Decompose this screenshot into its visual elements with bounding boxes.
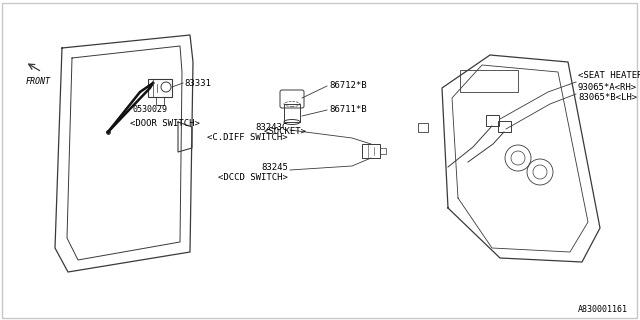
Text: 86711*B: 86711*B	[329, 106, 367, 115]
Bar	[498, 121, 511, 132]
Text: 86712*B: 86712*B	[329, 82, 367, 91]
Text: FRONT: FRONT	[26, 77, 51, 86]
Bar	[418, 123, 428, 132]
Text: <DCCD SWITCH>: <DCCD SWITCH>	[218, 173, 288, 182]
Text: <DOOR SWITCH>: <DOOR SWITCH>	[130, 118, 200, 127]
Text: 0530029: 0530029	[132, 106, 168, 115]
Bar	[486, 115, 499, 126]
Text: 83245: 83245	[261, 164, 288, 172]
Bar	[284, 104, 300, 122]
Text: A830001161: A830001161	[578, 305, 628, 314]
Text: 83065*B<LH>: 83065*B<LH>	[578, 93, 637, 102]
Bar	[148, 79, 172, 97]
Bar	[460, 70, 518, 92]
Bar	[362, 144, 380, 158]
Text: 93065*A<RH>: 93065*A<RH>	[578, 83, 637, 92]
Text: <SEAT HEATER SWITH>: <SEAT HEATER SWITH>	[578, 71, 640, 81]
Text: 83243C: 83243C	[256, 124, 288, 132]
Text: <C.DIFF SWITCH>: <C.DIFF SWITCH>	[207, 133, 288, 142]
Text: <SOCKET>: <SOCKET>	[264, 127, 307, 137]
Bar	[380, 148, 386, 154]
Bar	[156, 97, 164, 105]
Text: 83331: 83331	[184, 78, 211, 87]
